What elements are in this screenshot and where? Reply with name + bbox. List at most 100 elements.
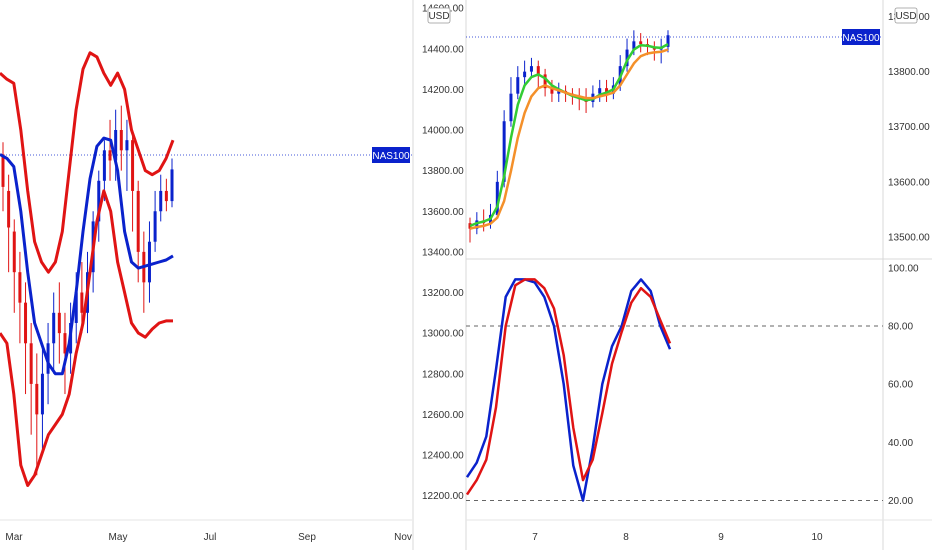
candle-body [52,312,56,344]
candle-body [632,41,636,50]
moving-average-1 [469,48,669,230]
oscillator-levels [466,325,883,501]
x-tick-label: 7 [532,532,538,543]
x-tick-label: Mar [5,532,23,543]
right-x-ticks: 7 8 9 10 [532,532,823,543]
y-tick-label: 20.00 [888,496,913,507]
candle-body [536,66,540,75]
candle-body [108,150,112,161]
left-symbol-tag-text: NAS100 [372,151,410,162]
oscillator-lines [465,278,672,502]
left-currency-text: USD [428,11,449,22]
right-currency-text: USD [895,11,916,22]
y-tick-label: 13000.00 [422,329,464,340]
right-symbol-tag [842,29,880,45]
indicator-line-0 [0,51,175,274]
candle-body [7,190,11,228]
y-tick-label: 13800.00 [422,166,464,177]
candle-body [495,181,499,215]
y-tick-label: 12600.00 [422,410,464,421]
candle-body [557,90,561,94]
candle-body [12,231,16,273]
candle-body [74,292,78,323]
candle-body [639,41,643,45]
left-symbol-tag [372,147,410,163]
y-tick-label: 13800.00 [888,67,930,78]
x-tick-label: Nov [394,532,412,543]
y-tick-label: 80.00 [888,321,913,332]
moving-average-0 [469,43,669,228]
y-tick-label: 13500.00 [888,232,930,243]
candle-body [475,220,479,229]
y-tick-label: 13700.00 [888,122,930,133]
candle-body [24,302,28,344]
y-tick-label: 60.00 [888,380,913,391]
x-tick-label: May [109,532,128,543]
y-tick-label: 12400.00 [422,451,464,462]
candle-body [97,180,101,222]
y-tick-label: 13200.00 [422,288,464,299]
candle-body [509,93,513,122]
left-x-ticks: Mar May Jul Sep Nov [5,532,412,543]
oscillator-y-ticks: 20.00 40.00 60.00 80.00 100.00 [888,263,919,507]
candle-body [666,35,670,47]
right-candles [468,30,670,243]
candle-body [164,190,168,202]
indicator-line-2 [0,189,173,487]
right-indicator-lines [469,43,669,230]
candle-body [147,241,151,283]
candle-body [57,312,61,334]
y-tick-label: 13400.00 [422,247,464,258]
candle-body [114,130,118,161]
candle-body [605,88,609,94]
candle-body [159,190,163,212]
left-y-ticks: 12200.00 12400.00 12600.00 12800.00 13000.00… [422,4,464,503]
y-tick-label: 13600.00 [422,207,464,218]
candle-body [18,272,22,303]
oscillator-line-1 [465,278,672,496]
oscillator-line-0 [465,278,672,502]
right-currency-badge [894,7,918,24]
left-currency-badge [427,7,451,24]
right-panel: NAS100 13500.00 13600.00 13700.00 13800.00 1… [465,0,932,550]
y-tick-label: 12800.00 [422,369,464,380]
x-tick-label: 10 [811,532,823,543]
y-tick-label: 40.00 [888,438,913,449]
y-tick-label: 14000.00 [422,126,464,137]
x-tick-label: 9 [718,532,724,543]
candle-body [29,343,33,384]
candle-body [35,383,39,415]
candle-body [125,140,129,151]
left-price-axis: 12200.00 12400.00 12600.00 12800.00 13000.00… [412,0,464,550]
x-tick-label: 8 [623,532,629,543]
candle-body [543,74,547,89]
candle-body [468,223,472,229]
indicator-line-1 [0,136,174,376]
left-indicator-lines [0,51,175,487]
candle-body [170,169,174,202]
candle-body [1,154,5,187]
candle-body [153,211,157,242]
candle-body [131,140,135,191]
candle-body [102,150,106,181]
candle-body [40,373,44,415]
candle-body [523,71,527,78]
y-tick-label: 12200.00 [422,491,464,502]
y-tick-label: 14200.00 [422,85,464,96]
right-symbol-tag-text: NAS100 [842,33,880,44]
candle-body [529,66,533,72]
left-panel: NAS100 Mar May Jul Sep Nov [0,51,412,543]
candle-body [119,130,123,151]
candle-body [625,49,629,67]
y-tick-label: 100.00 [888,263,919,274]
candle-body [502,121,506,182]
x-tick-label: Sep [298,532,316,543]
candle-body [63,333,67,354]
candle-body [516,77,520,94]
candle-body [550,88,554,94]
x-tick-label: Jul [204,532,217,543]
candle-body [598,88,602,94]
y-tick-label: 14400.00 [422,44,464,55]
